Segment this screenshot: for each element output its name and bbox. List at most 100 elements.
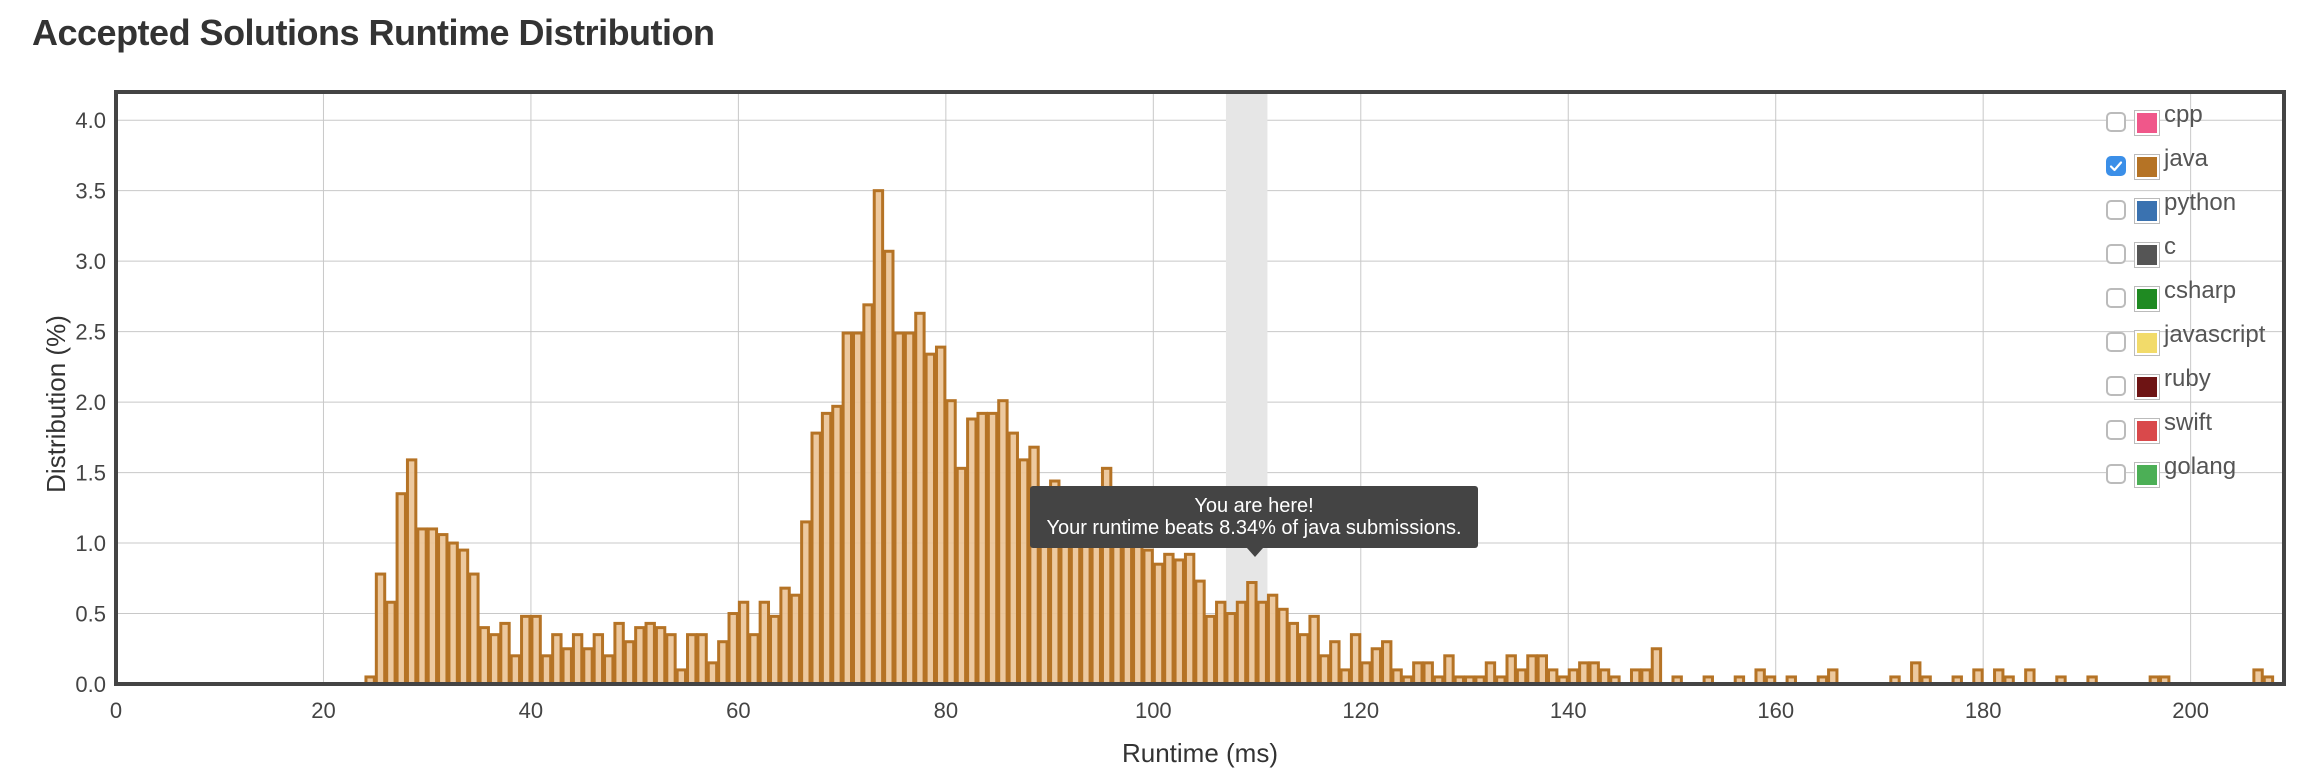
legend-swatch-frame (2134, 110, 2160, 136)
legend-checkbox[interactable] (2106, 156, 2126, 176)
y-tick-label: 2.0 (75, 390, 106, 415)
legend-swatch (2137, 113, 2157, 133)
histogram-bar (1754, 668, 1766, 686)
histogram-bar (893, 331, 905, 686)
histogram-bar (551, 633, 563, 686)
histogram-bar (634, 626, 646, 686)
legend-item-javascript[interactable]: javascript (2106, 322, 2306, 366)
histogram-bar (1287, 621, 1300, 686)
legend-item-golang[interactable]: golang (2106, 454, 2306, 498)
legend-item-swift[interactable]: swift (2106, 410, 2306, 454)
histogram-bar (976, 411, 988, 686)
histogram-bar (1381, 640, 1393, 686)
histogram-bar (1318, 654, 1331, 686)
histogram-bar (1629, 668, 1642, 686)
legend-swatch-frame (2134, 242, 2160, 268)
y-axis-label: Distribution (%) (41, 315, 71, 493)
histogram-bar (1183, 552, 1196, 686)
histogram-bar (1391, 668, 1403, 686)
legend-item-ruby[interactable]: ruby (2106, 366, 2306, 410)
histogram-bar (945, 399, 957, 686)
legend-swatch-frame (2134, 418, 2160, 444)
histogram-bar (883, 249, 895, 686)
x-tick-label: 20 (311, 698, 335, 723)
legend-swatch-frame (2134, 462, 2160, 488)
legend-item-java[interactable]: java (2106, 146, 2306, 190)
tooltip-arrow (1247, 548, 1263, 557)
histogram-bar (1069, 527, 1082, 686)
histogram-bar (592, 633, 605, 686)
legend-swatch-frame (2134, 154, 2160, 180)
histogram-bar (1505, 654, 1517, 686)
histogram-bar (800, 520, 812, 686)
histogram-bar (1277, 607, 1289, 686)
histogram-bar (1567, 668, 1580, 686)
legend-swatch-frame (2134, 198, 2160, 224)
histogram-bar (955, 466, 968, 686)
legend-swatch (2137, 245, 2157, 265)
histogram-bar (831, 404, 843, 686)
histogram-bar (1204, 614, 1217, 686)
histogram-bar (820, 411, 833, 686)
histogram-bar (530, 614, 542, 686)
histogram-bar (1547, 668, 1559, 686)
histogram-bar (1443, 654, 1455, 686)
legend-checkbox[interactable] (2106, 376, 2126, 396)
legend-swatch (2137, 465, 2157, 485)
histogram-bar (2252, 668, 2264, 686)
legend-item-cpp[interactable]: cpp (2106, 102, 2306, 146)
histogram-bar (1225, 612, 1237, 686)
legend-label: golang (2164, 453, 2237, 480)
legend-swatch-frame (2134, 374, 2160, 400)
legend-label: ruby (2164, 365, 2211, 392)
legend-item-csharp[interactable]: csharp (2106, 278, 2306, 322)
legend-checkbox[interactable] (2106, 420, 2126, 440)
histogram-bar (437, 533, 449, 686)
legend-swatch (2137, 157, 2157, 177)
histogram-bar (1640, 668, 1652, 686)
histogram-bar (675, 668, 688, 686)
legend-item-c[interactable]: c (2106, 234, 2306, 278)
legend-item-python[interactable]: python (2106, 190, 2306, 234)
x-tick-label: 140 (1550, 698, 1587, 723)
histogram-bar (613, 621, 625, 686)
histogram-bar (1329, 640, 1341, 686)
legend-swatch (2137, 421, 2157, 441)
histogram-bar (914, 311, 926, 686)
histogram-bar (789, 593, 802, 686)
legend-checkbox[interactable] (2106, 112, 2126, 132)
histogram-bar (1007, 431, 1019, 686)
histogram-bar (520, 614, 532, 686)
legend-checkbox[interactable] (2106, 288, 2126, 308)
histogram-bar (1515, 668, 1528, 686)
legend-swatch (2137, 377, 2157, 397)
legend-checkbox[interactable] (2106, 200, 2126, 220)
legend-swatch (2137, 289, 2157, 309)
histogram-bar (1827, 668, 1839, 686)
histogram-bar (924, 352, 936, 686)
legend-checkbox[interactable] (2106, 332, 2126, 352)
histogram-bar (696, 633, 708, 686)
x-tick-label: 0 (110, 698, 122, 723)
x-tick-label: 160 (1757, 698, 1794, 723)
legend-checkbox[interactable] (2106, 464, 2126, 484)
legend-checkbox[interactable] (2106, 244, 2126, 264)
histogram-bar (582, 647, 594, 686)
histogram-bar (540, 654, 553, 686)
legend-swatch-frame (2134, 330, 2160, 356)
histogram-bar (468, 572, 480, 686)
histogram-bar (1298, 633, 1310, 686)
histogram-bar (1412, 661, 1424, 686)
histogram-bar (395, 492, 407, 686)
tooltip-line-2: Your runtime beats 8.34% of java submiss… (1046, 517, 1462, 539)
histogram-bar (561, 647, 573, 686)
histogram-bar (1028, 445, 1040, 686)
x-tick-label: 60 (726, 698, 750, 723)
histogram-bar (1650, 647, 1663, 686)
x-tick-label: 120 (1342, 698, 1379, 723)
histogram-bar (758, 600, 771, 686)
histogram-bar (1266, 593, 1279, 686)
histogram-bar (2024, 668, 2036, 686)
check-icon (2109, 161, 2123, 172)
